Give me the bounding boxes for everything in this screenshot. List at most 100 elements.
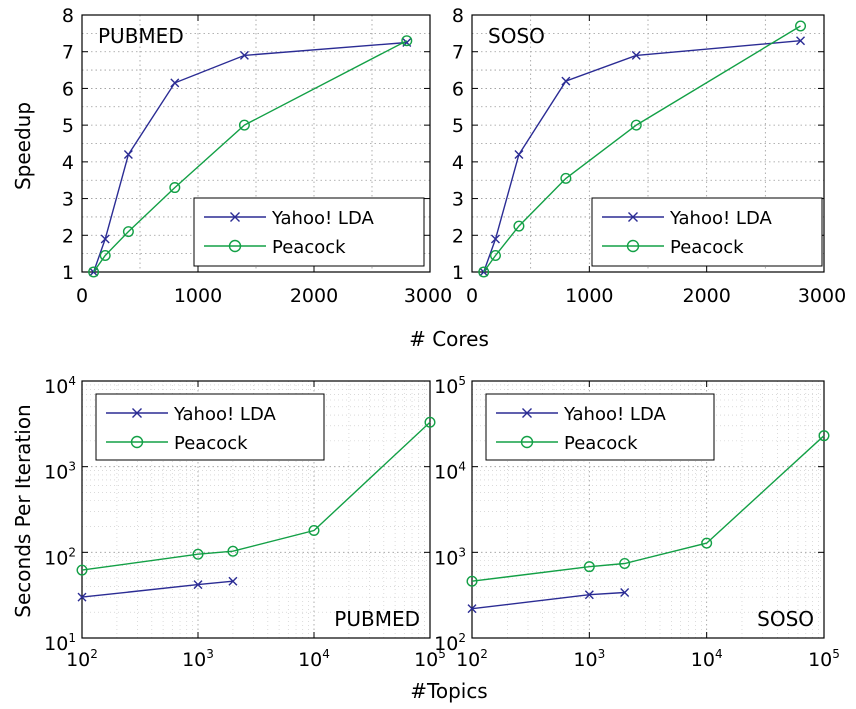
x-tick-label: 102 xyxy=(66,647,98,671)
data-point xyxy=(490,234,500,244)
legend-label: Yahoo! LDA xyxy=(563,404,666,425)
data-point xyxy=(513,220,525,232)
series-line xyxy=(81,580,233,598)
x-tick-label: 1000 xyxy=(174,285,222,307)
data-point xyxy=(796,36,806,46)
series-o xyxy=(478,20,807,278)
grid xyxy=(82,381,430,638)
legend-marker xyxy=(132,408,142,418)
series-line xyxy=(92,41,407,273)
data-point xyxy=(795,20,807,32)
data-point xyxy=(99,249,111,261)
data-point xyxy=(228,576,238,586)
x-tick-label: 0 xyxy=(76,285,88,307)
data-point xyxy=(192,548,204,560)
data-point xyxy=(514,150,524,160)
data-point xyxy=(239,50,249,60)
legend: Yahoo! LDA Peacock xyxy=(591,197,823,267)
legend-marker xyxy=(130,435,144,449)
y-tick-label: 2 xyxy=(62,225,74,247)
legend-label: Peacock xyxy=(670,237,744,258)
series-x xyxy=(467,587,630,614)
x-tick-label: 1000 xyxy=(565,285,613,307)
x-tick-label: 3000 xyxy=(798,285,846,307)
chart-speedup-soso: 0 1000 2000 3000 1 2 3 4 5 6 7 8 Yahoo! LDA Peacock SO… xyxy=(452,5,846,307)
series-line xyxy=(93,40,408,273)
y-tick-label: 7 xyxy=(62,42,74,64)
y-tick-label: 5 xyxy=(452,115,464,137)
data-point xyxy=(466,575,478,587)
x-tick-label: 0 xyxy=(466,285,478,307)
y-tick-label: 6 xyxy=(62,78,74,100)
data-point xyxy=(170,78,180,88)
legend-label: Peacock xyxy=(174,433,248,454)
legend-marker xyxy=(522,408,532,418)
data-point xyxy=(169,182,181,194)
y-tick-label: 1 xyxy=(452,262,464,284)
y-tick-label: 4 xyxy=(452,152,464,174)
data-point xyxy=(122,226,134,238)
axis-ticks: 102 103 104 105 102 103 104 105 xyxy=(434,374,840,671)
x-tick-label: 103 xyxy=(573,647,605,671)
legend: Yahoo! LDA Peacock xyxy=(193,197,425,267)
panel-title: PUBMED xyxy=(98,24,184,48)
data-point xyxy=(123,150,133,160)
y-tick-label: 104 xyxy=(44,374,76,398)
data-point xyxy=(193,580,203,590)
chart-speedup-pubmed: 0 1000 2000 3000 1 2 3 4 5 6 7 8 Yahoo! LDA Peacock PU… xyxy=(62,5,452,307)
series-line xyxy=(483,25,801,273)
series-o xyxy=(88,35,413,278)
data-point xyxy=(238,119,250,131)
data-point xyxy=(100,234,110,244)
xlabel-top: # Cores xyxy=(409,327,489,351)
legend-box xyxy=(485,393,715,461)
y-tick-label: 103 xyxy=(434,545,466,569)
y-tick-label: 7 xyxy=(452,42,464,64)
xlabel-bottom: #Topics xyxy=(410,679,487,703)
data-point xyxy=(308,524,320,536)
grid xyxy=(472,15,824,272)
legend-marker xyxy=(628,212,638,222)
data-point xyxy=(76,564,88,576)
y-tick-label: 103 xyxy=(44,460,76,484)
series-line xyxy=(471,591,625,610)
data-point xyxy=(489,249,501,261)
legend-marker xyxy=(626,239,640,253)
data-point xyxy=(561,76,571,86)
x-tick-label: 3000 xyxy=(404,285,452,307)
y-tick-label: 2 xyxy=(452,225,464,247)
y-tick-label: 3 xyxy=(62,189,74,211)
series-line xyxy=(483,40,801,273)
legend-box xyxy=(193,197,425,267)
data-point xyxy=(77,592,87,602)
legend-box xyxy=(591,197,823,267)
axes-frame xyxy=(471,380,825,639)
y-tick-label: 5 xyxy=(62,115,74,137)
legend-marker xyxy=(228,239,242,253)
y-tick-label: 104 xyxy=(434,460,466,484)
data-point xyxy=(478,266,490,278)
y-tick-label: 105 xyxy=(434,374,466,398)
ylabel-bottom: Seconds Per Iteration xyxy=(11,404,35,617)
y-tick-label: 102 xyxy=(434,631,466,655)
data-point xyxy=(583,561,595,573)
data-point xyxy=(620,587,630,597)
data-point xyxy=(424,416,436,428)
x-tick-label: 2000 xyxy=(290,285,338,307)
data-point xyxy=(467,604,477,614)
series-line xyxy=(81,421,431,571)
series-x xyxy=(77,576,238,602)
panel-title: PUBMED xyxy=(334,607,420,631)
legend-box xyxy=(95,393,325,461)
axes-frame xyxy=(81,380,431,639)
data-point xyxy=(560,172,572,184)
data-point xyxy=(619,558,631,570)
panel-title: SOSO xyxy=(757,607,814,631)
series-o xyxy=(76,416,436,576)
data-point xyxy=(631,50,641,60)
series-line xyxy=(471,435,825,582)
y-tick-label: 102 xyxy=(44,545,76,569)
axis-ticks: 0 1000 2000 3000 1 2 3 4 5 6 7 8 xyxy=(62,5,452,307)
y-tick-label: 3 xyxy=(452,189,464,211)
